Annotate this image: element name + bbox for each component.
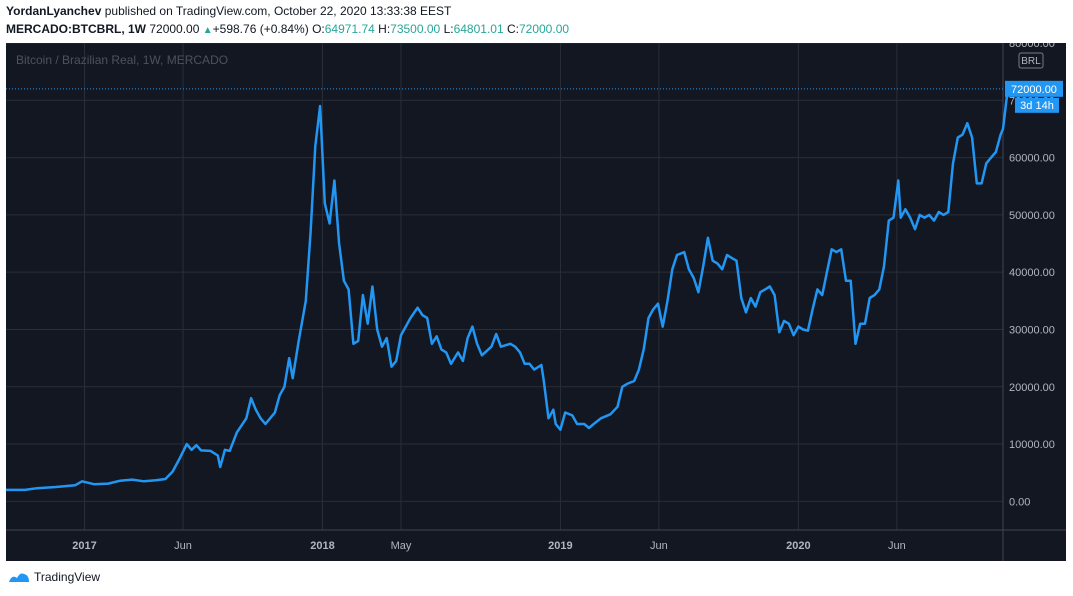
currency-label: BRL (1021, 56, 1041, 67)
author-name[interactable]: YordanLyanchev (6, 4, 102, 18)
low-label: L: (443, 22, 454, 36)
price-markers: BRL 72000.00 3d 14h (6, 52, 1063, 113)
low-value: 64801.01 (453, 22, 504, 36)
publish-line: YordanLyanchev published on TradingView.… (6, 3, 1066, 20)
open-label: O: (312, 22, 325, 36)
chart-title: Bitcoin / Brazilian Real, 1W, MERCADO (16, 53, 228, 67)
x-tick-label: 2019 (548, 540, 572, 552)
series-layer (6, 88, 1010, 492)
close-value: 72000.00 (518, 22, 570, 36)
last-price-box (1005, 80, 1063, 97)
x-tick-label: 2017 (72, 540, 96, 552)
price-chart[interactable]: Bitcoin / Brazilian Real, 1W, MERCADO 0.… (6, 38, 1066, 561)
currency-box[interactable] (1018, 52, 1044, 69)
y-tick-label: 20000.00 (1009, 382, 1055, 394)
chart-header: YordanLyanchev published on TradingView.… (6, 3, 1066, 38)
countdown-label: 3d 14h (1020, 100, 1054, 112)
y-tick-label: 0.00 (1009, 496, 1030, 508)
x-tick-label: May (391, 540, 412, 552)
up-triangle-icon: ▲ (202, 25, 213, 36)
y-tick-label: 50000.00 (1009, 210, 1055, 222)
x-tick-label: Jun (650, 540, 668, 552)
grid-lines (6, 42, 1066, 561)
y-tick-label: 60000.00 (1009, 153, 1055, 165)
y-tick-label: 40000.00 (1009, 267, 1055, 279)
symbol-label: MERCADO:BTCBRL, 1W (6, 22, 146, 36)
tradingview-logo-icon[interactable] (8, 570, 30, 584)
last-price: 72000.00 (149, 22, 200, 36)
high-label: H: (378, 22, 391, 36)
footer: TradingView (8, 568, 100, 586)
price-line[interactable] (6, 88, 1010, 492)
y-tick-label: 30000.00 (1009, 324, 1055, 336)
tradingview-brand[interactable]: TradingView (34, 570, 101, 584)
y-tick-label: 10000.00 (1009, 439, 1055, 451)
chart-container[interactable]: Bitcoin / Brazilian Real, 1W, MERCADO 0.… (6, 38, 1066, 561)
x-tick-label: 2018 (310, 540, 334, 552)
time-axis[interactable]: 2017 Jun 2018 May 2019 Jun 2020 Jun (72, 540, 905, 552)
plot-background (6, 43, 1066, 561)
ohlc-line: MERCADO:BTCBRL, 1W 72000.00 ▲+598.76 (+0… (6, 20, 1066, 38)
open-value: 64971.74 (324, 22, 375, 36)
x-tick-label: 2020 (786, 540, 810, 552)
x-tick-label: Jun (174, 540, 192, 552)
price-change: +598.76 (+0.84%) (212, 22, 309, 36)
price-axis[interactable]: 0.00 10000.00 20000.00 30000.00 40000.00 5000… (1009, 38, 1055, 508)
close-label: C: (506, 22, 519, 36)
published-text: published on TradingView.com, October 22… (104, 4, 452, 18)
high-value: 73500.00 (390, 22, 441, 36)
y-tick-label: 80000.00 (1009, 43, 1055, 50)
last-price-label: 72000.00 (1011, 84, 1057, 96)
countdown-box (1015, 97, 1059, 113)
x-tick-label: Jun (888, 540, 906, 552)
